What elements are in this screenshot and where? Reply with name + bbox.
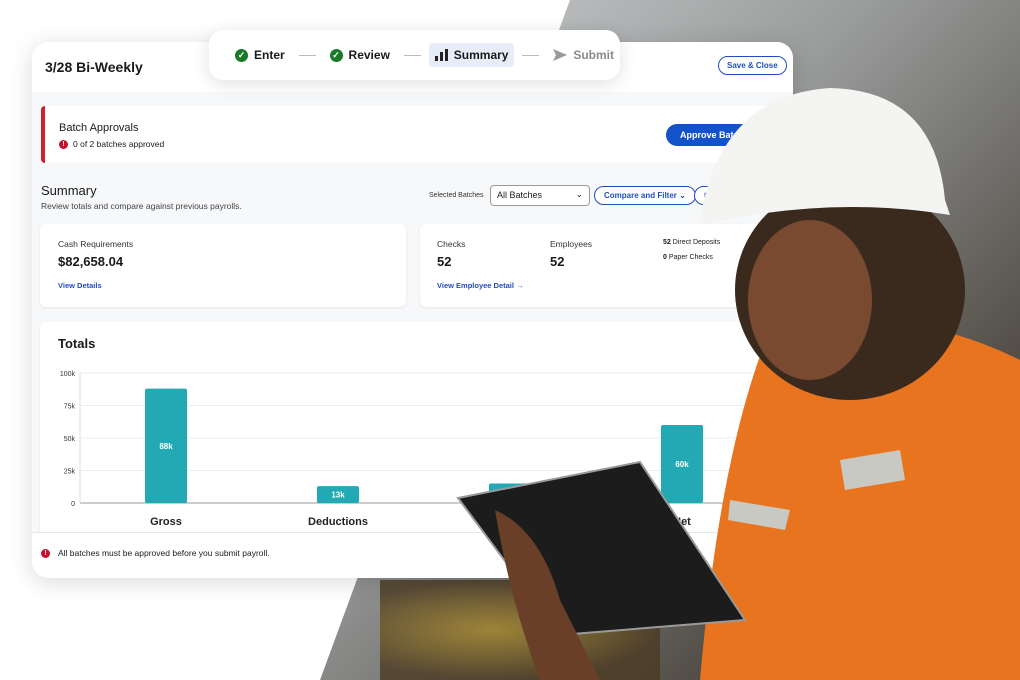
selected-batches-select[interactable]: All Batches ⌄ xyxy=(490,185,590,206)
footer-bar: ! All batches must be approved before you… xyxy=(32,532,793,578)
summary-subtitle: Review totals and compare against previo… xyxy=(41,201,242,211)
step-divider xyxy=(522,54,540,56)
totals-bar-chart: 0 25k 50k 75k 100k 88k Gross 13k Deductions 60k Ne… xyxy=(60,371,793,528)
step-summary[interactable]: Summary xyxy=(428,43,515,67)
selected-batches-label: Selected Batches xyxy=(429,192,484,199)
batch-approvals-status: ! 0 of 2 batches approved xyxy=(59,139,164,149)
progress-stepper: ✓ Enter ✓ Review Summary Submit xyxy=(209,30,620,80)
status-text: 0 of 2 batches approved xyxy=(73,139,165,149)
check-circle-icon: ✓ xyxy=(235,48,248,62)
step-divider xyxy=(403,54,421,56)
step-label: Enter xyxy=(254,48,285,62)
bar-data-label: 88k xyxy=(159,442,173,451)
step-review[interactable]: ✓ Review xyxy=(324,43,396,67)
y-tick-label: 50k xyxy=(64,436,76,443)
check-circle-icon: ✓ xyxy=(329,48,343,62)
step-label: Summary xyxy=(453,48,509,62)
dd-count: 52 xyxy=(663,239,671,246)
page-title: 3/28 Bi-Weekly xyxy=(45,59,143,75)
compare-filter-button[interactable]: Compare and Filter ⌄ xyxy=(594,186,696,205)
bar xyxy=(489,483,531,503)
bar-data-label: 13k xyxy=(331,491,345,500)
checks-label: Checks xyxy=(437,239,466,249)
summary-title: Summary xyxy=(41,183,97,198)
view-employee-detail-link[interactable]: View Employee Detail → xyxy=(437,281,524,290)
cash-requirements-card: Cash Requirements $82,658.04 View Detail… xyxy=(40,224,406,307)
y-tick-label: 0 xyxy=(71,501,75,508)
save-close-button[interactable]: Save & Close xyxy=(718,56,787,75)
select-value: All Batches xyxy=(497,190,543,200)
footer-text: All batches must be approved before you … xyxy=(58,548,270,558)
step-divider xyxy=(298,54,316,56)
background-blur xyxy=(380,580,660,680)
direct-deposits: 52 Direct Deposits xyxy=(663,239,720,246)
error-icon: ! xyxy=(41,548,50,558)
step-submit[interactable]: Submit xyxy=(547,43,620,67)
cash-label: Cash Requirements xyxy=(58,239,134,249)
employees-label: Employees xyxy=(550,239,593,249)
employees-value: 52 xyxy=(550,254,565,269)
payroll-card: 3/28 Bi-Weekly Save & Close Batch Approv… xyxy=(32,42,793,578)
dd-label: Direct Deposits xyxy=(672,239,721,246)
bar xyxy=(145,388,187,503)
paper-count: 0 xyxy=(663,254,667,261)
x-category-label: Gross xyxy=(150,516,182,528)
y-tick-label: 100k xyxy=(60,371,76,378)
cash-value: $82,658.04 xyxy=(58,254,124,269)
bar-chart-icon xyxy=(434,49,448,61)
chevron-down-icon: ⌄ xyxy=(575,189,583,199)
view-details-link[interactable]: View Details xyxy=(58,281,102,290)
checks-employees-card: Checks 52 Employees 52 52 Direct Deposit… xyxy=(420,224,793,307)
footer-message: ! All batches must be approved before you… xyxy=(41,548,270,558)
totals-title: Totals xyxy=(58,336,96,351)
y-tick-label: 25k xyxy=(64,469,76,476)
paper-label: Paper Checks xyxy=(668,254,713,261)
step-label: Submit xyxy=(573,48,614,62)
step-label: Review xyxy=(348,48,390,62)
batch-approvals-title: Batch Approvals xyxy=(59,122,139,134)
bar-data-label: 60k xyxy=(675,460,689,469)
bar xyxy=(317,486,359,503)
totals-card: Totals 0 25k 50k 75k 100k 88k Gross 13k Deductio… xyxy=(40,322,793,552)
batch-approvals-panel: Batch Approvals ! 0 of 2 batches approved… xyxy=(41,106,793,163)
step-enter[interactable]: ✓ Enter xyxy=(229,43,291,67)
x-category-label: Net xyxy=(673,516,691,528)
approve-batches-button[interactable]: Approve Batches xyxy=(666,124,769,146)
checks-value: 52 xyxy=(437,254,452,269)
y-tick-label: 75k xyxy=(64,404,76,411)
run-label: Run xyxy=(713,191,730,200)
compare-label: Compare and Filter xyxy=(604,191,677,200)
send-arrow-icon xyxy=(553,49,568,61)
paper-checks: 0 Paper Checks xyxy=(663,254,713,261)
error-icon: ! xyxy=(59,139,68,149)
run-button[interactable]: ▦ Run xyxy=(694,186,740,205)
x-category-label: Deductions xyxy=(308,516,368,528)
